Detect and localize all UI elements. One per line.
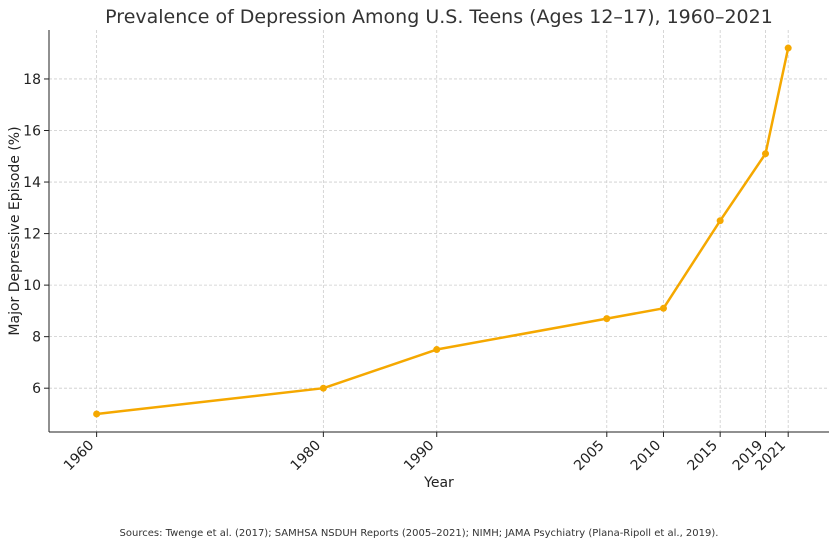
x-tick-label: 1990: [401, 438, 438, 475]
grid: [49, 30, 829, 432]
chart-title: Prevalence of Depression Among U.S. Teen…: [105, 6, 773, 28]
data-point: [659, 304, 667, 312]
data-point: [784, 44, 792, 52]
data-point: [433, 346, 441, 354]
axes: [48, 30, 829, 433]
x-tick-label: 1960: [61, 438, 98, 475]
y-tick-label: 16: [23, 124, 41, 140]
y-tick-label: 14: [23, 175, 41, 191]
y-tick-label: 10: [23, 278, 41, 294]
x-tick-label: 1980: [288, 438, 325, 475]
x-tick-label: 2015: [684, 438, 721, 475]
data-point: [716, 217, 724, 225]
data-point: [603, 315, 611, 323]
x-tick-label: 2010: [628, 438, 665, 475]
data-point: [762, 150, 770, 158]
y-ticks: 6 8 10 12 14 16 18: [23, 72, 49, 397]
y-tick-label: 6: [32, 381, 41, 397]
y-tick-label: 18: [23, 72, 41, 88]
source-caption: Sources: Twenge et al. (2017); SAMHSA NS…: [119, 528, 719, 539]
y-tick-label: 8: [32, 330, 41, 346]
series-line: [96, 47, 790, 416]
data-point: [319, 384, 327, 392]
x-tick-label: 2005: [571, 438, 608, 475]
y-tick-label: 12: [23, 227, 41, 243]
series: [93, 44, 792, 418]
data-point: [93, 410, 101, 418]
x-axis-label: Year: [423, 475, 454, 491]
y-axis-label: Major Depressive Episode (%): [7, 126, 23, 335]
